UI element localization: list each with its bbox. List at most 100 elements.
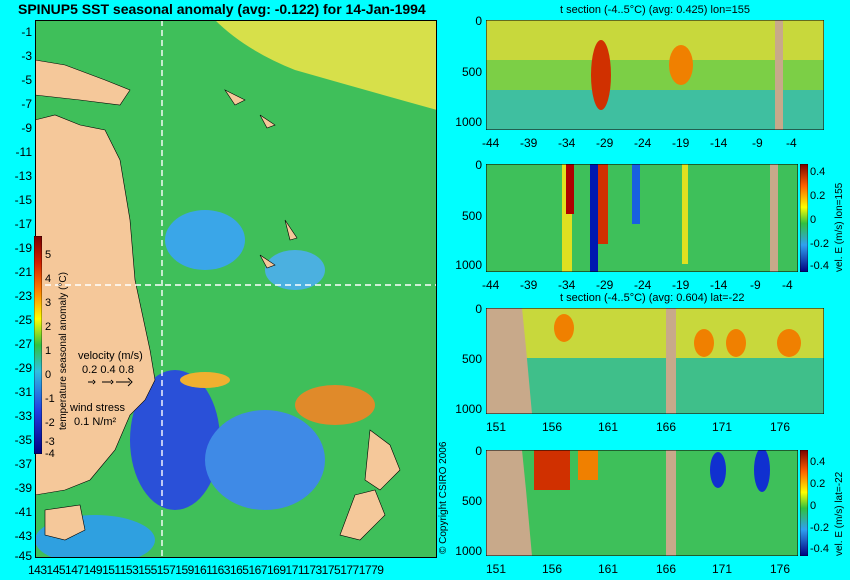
colorbar-tick: -0.2	[810, 238, 829, 250]
panel-2-section	[486, 164, 798, 272]
colorbar-tick: -1	[45, 393, 55, 405]
map-colorbar	[34, 236, 42, 454]
map-y-tick: -39	[14, 481, 32, 495]
panel-3-x-tick: 176	[770, 420, 791, 434]
map-y-tick: -37	[14, 457, 32, 471]
map-colorbar-ticks: 5 4 3 2 1 0 -1 -2 -3 -4	[45, 236, 57, 460]
panel-1-section	[486, 20, 824, 130]
panel-4-x-tick: 161	[598, 562, 619, 576]
new-zealand-landmass	[339, 429, 401, 541]
cold-anomaly-patch	[265, 250, 325, 290]
panel-1-title: t section (-4..5°C) (avg: 0.425) lon=155	[560, 4, 750, 16]
australia-landmass	[35, 114, 156, 496]
colorbar-tick: -0.2	[810, 522, 829, 534]
panel-1-x-tick: -24	[634, 136, 652, 150]
colorbar-tick: 4	[45, 273, 52, 285]
panel-2-y-tick: 500	[461, 209, 482, 223]
panel-4-y-tick: 1000	[455, 544, 482, 558]
warm-anomaly-core	[694, 329, 714, 357]
land-mask	[666, 450, 676, 556]
map-frame	[35, 20, 437, 558]
warm-layer	[486, 308, 824, 358]
colorbar-tick: -3	[45, 436, 55, 448]
panel-3-title: t section (-4..5°C) (avg: 0.604) lat=-22	[560, 292, 745, 304]
panel-4-colorbar	[800, 450, 808, 556]
panel-2-colorbar-ticks: 0.4 0.2 0 -0.2 -0.4	[810, 164, 832, 274]
panel-2-x-axis: -44 -39 -34 -29 -24 -19 -14 -9 -4	[482, 278, 827, 292]
panel-4-colorbar-label: vel. E (m/s) lat=-22	[834, 471, 845, 556]
map-y-tick: -31	[14, 385, 32, 399]
panel-1-x-axis: -44 -39 -34 -29 -24 -19 -14 -9 -4	[482, 136, 827, 150]
warm-anomaly-region	[215, 20, 437, 110]
panel-2-x-tick: -39	[520, 278, 538, 292]
panel-3-x-tick: 151	[486, 420, 507, 434]
panel-2-x-tick: -9	[750, 278, 761, 292]
map-y-tick: -9	[21, 121, 32, 135]
panel-1-x-tick: -39	[520, 136, 538, 150]
colorbar-tick: -2	[45, 417, 55, 429]
colorbar-tick: 0.2	[810, 190, 826, 202]
colorbar-tick: 2	[45, 321, 52, 333]
deep-layer	[486, 90, 824, 130]
map-y-tick: -27	[14, 337, 32, 351]
map-y-tick: -45	[14, 549, 32, 563]
map-y-tick: -21	[14, 265, 32, 279]
velocity-legend-arrows	[88, 377, 133, 387]
panel-2-y-tick: 0	[475, 158, 482, 172]
tasmania-landmass	[44, 504, 86, 541]
panel-1-x-tick: -44	[482, 136, 500, 150]
map-y-tick: -33	[14, 409, 32, 423]
map-y-tick: -3	[21, 49, 32, 63]
panel-1-x-tick: -14	[710, 136, 728, 150]
map-y-tick: -29	[14, 361, 32, 375]
colorbar-tick: -4	[45, 448, 55, 460]
colorbar-tick: 1	[45, 345, 52, 357]
warm-anomaly-core	[726, 329, 746, 357]
panel-4-x-tick: 176	[770, 562, 791, 576]
panel-3-x-tick: 156	[542, 420, 563, 434]
colorbar-tick: 0	[810, 214, 817, 226]
map-y-tick: -19	[14, 241, 32, 255]
map-y-tick: -7	[21, 97, 32, 111]
panel-1-x-tick: -9	[752, 136, 763, 150]
panel-4-x-tick: 151	[486, 562, 507, 576]
velocity-legend-title: velocity (m/s)	[78, 350, 143, 362]
land-mask	[666, 308, 676, 414]
colorbar-tick: 3	[45, 297, 52, 309]
map-y-tick: -1	[21, 25, 32, 39]
map-y-tick: -41	[14, 505, 32, 519]
copyright-text: © Copyright CSIRO 2006	[438, 441, 449, 554]
panel-3-y-tick: 500	[461, 352, 482, 366]
map-y-tick: -13	[14, 169, 32, 183]
wind-legend-value: 0.1 N/m²	[74, 416, 117, 428]
panel-2-x-tick: -44	[482, 278, 500, 292]
panel-3-section	[486, 308, 824, 414]
panel-3-x-tick: 161	[598, 420, 619, 434]
mid-layer	[486, 60, 824, 90]
panel-2-x-tick: -14	[710, 278, 728, 292]
panel-1-y-tick: 1000	[455, 115, 482, 129]
panel-4-y-tick: 500	[461, 494, 482, 508]
eastward-jet	[598, 164, 608, 244]
warm-layer	[486, 20, 824, 60]
panel-2-x-tick: -34	[558, 278, 576, 292]
map-y-tick: -5	[21, 73, 32, 87]
colorbar-tick: 0	[810, 500, 817, 512]
panel-1-x-tick: -34	[558, 136, 576, 150]
panel-1-x-tick: -4	[786, 136, 797, 150]
westward-jet	[590, 164, 598, 272]
map-y-tick: -35	[14, 433, 32, 447]
panel-3-y-tick: 0	[475, 302, 482, 316]
panel-4-colorbar-ticks: 0.4 0.2 0 -0.2 -0.4	[810, 450, 832, 560]
eastward-jet	[534, 450, 570, 490]
panel-2-colorbar	[800, 164, 808, 272]
colorbar-tick: -0.4	[810, 260, 829, 272]
panel-2-y-tick: 1000	[455, 258, 482, 272]
panel-1-y-tick: 500	[461, 65, 482, 79]
colorbar-tick: 5	[45, 249, 52, 261]
panel-2-colorbar-label: vel. E (m/s) lon=155	[834, 182, 845, 272]
panel-3-x-axis: 151 156 161 166 171 176	[486, 420, 831, 434]
panel-3-y-tick: 1000	[455, 402, 482, 416]
colorbar-tick: -0.4	[810, 543, 829, 555]
colorbar-tick: 0	[45, 369, 52, 381]
